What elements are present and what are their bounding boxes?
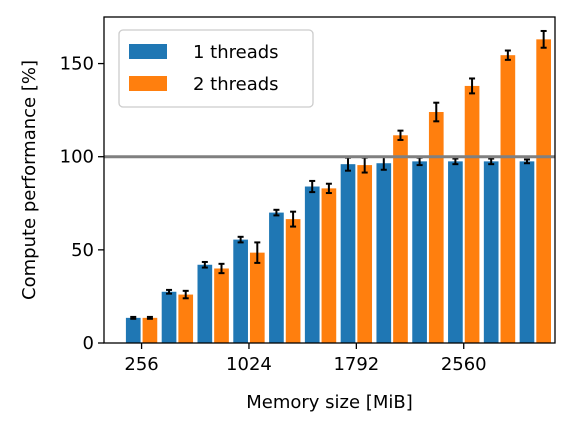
bar-two-threads bbox=[536, 39, 551, 343]
bar-one-thread bbox=[269, 212, 284, 343]
bar-two-threads bbox=[428, 112, 444, 343]
bar-two-threads bbox=[214, 268, 229, 343]
bar-one-thread bbox=[483, 161, 499, 343]
bar-two-threads bbox=[321, 188, 337, 343]
bar-two-threads bbox=[249, 252, 265, 343]
legend-label: 1 threads bbox=[193, 42, 279, 63]
bar-two-threads bbox=[357, 165, 373, 343]
x-axis-title: Memory size [MiB] bbox=[246, 392, 412, 413]
y-tick-label: 0 bbox=[83, 333, 94, 354]
legend: 1 threads 2 threads bbox=[118, 29, 314, 108]
bar-two-threads bbox=[393, 135, 408, 343]
bar-one-thread bbox=[197, 264, 213, 343]
y-tick-label: 50 bbox=[71, 240, 94, 261]
legend-swatch-two-threads bbox=[129, 76, 167, 91]
bar-one-thread bbox=[448, 161, 463, 343]
x-tick-label: 1024 bbox=[226, 354, 272, 375]
axes-layer: 0 50 100 150 256 1024 1792 2560 Memory size [MiB… bbox=[19, 16, 556, 413]
y-axis-title: Compute performance [%] bbox=[19, 60, 40, 300]
bar-one-thread bbox=[412, 161, 427, 343]
bar-one-thread bbox=[519, 161, 535, 343]
bar-one-thread bbox=[340, 164, 356, 343]
x-tick-label: 2560 bbox=[441, 354, 487, 375]
bar-one-thread bbox=[233, 239, 248, 343]
bar-two-threads bbox=[500, 55, 516, 343]
bars-layer bbox=[125, 29, 551, 344]
bar-one-thread bbox=[376, 163, 392, 343]
bar-one-thread bbox=[161, 291, 177, 343]
bar-one-thread bbox=[304, 186, 320, 343]
bar-two-threads bbox=[285, 219, 301, 343]
x-tick-label: 256 bbox=[124, 354, 158, 375]
bar-two-threads bbox=[464, 85, 480, 344]
legend-label: 2 threads bbox=[193, 74, 279, 95]
y-tick-label: 100 bbox=[60, 147, 94, 168]
x-tick-label: 1792 bbox=[333, 354, 379, 375]
bar-two-threads bbox=[142, 317, 158, 343]
legend-box bbox=[118, 29, 314, 108]
bar-two-threads bbox=[178, 294, 194, 343]
y-tick-label: 150 bbox=[60, 54, 94, 75]
bar-one-thread bbox=[125, 317, 141, 343]
plot-frame bbox=[103, 16, 556, 344]
legend-swatch-one-thread bbox=[129, 44, 167, 59]
